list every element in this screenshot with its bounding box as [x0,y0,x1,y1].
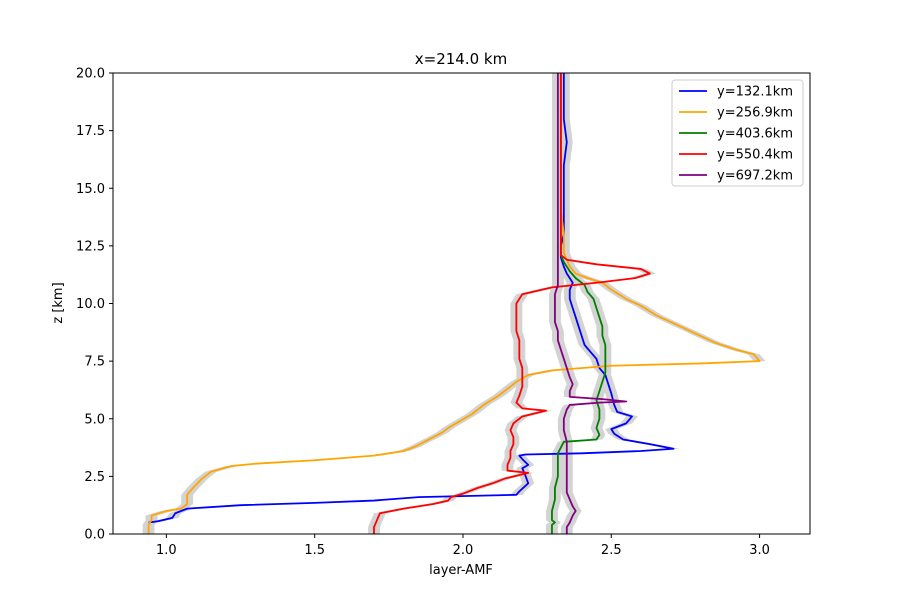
y-tick-label: 10.0 [76,297,105,312]
y-tick-label: 7.5 [84,355,105,370]
series-line-4 [373,73,651,534]
x-tick-label: 1.5 [304,543,325,558]
uncertainty-band-4 [368,73,656,534]
legend: y=132.1km y=256.9km y=403.6km y=550.4km y=69… [671,79,804,187]
series-lines [147,73,761,534]
x-tick-label: 2.0 [453,543,474,558]
y-axis-label: z [km] [51,282,66,323]
uncertainty-band-1 [142,73,680,523]
y-tick-label: 20.0 [76,67,105,82]
y-tick-label: 15.0 [76,182,105,197]
x-tick-label: 3.0 [749,543,770,558]
x-tick-label: 1.0 [156,543,177,558]
series-line-1 [148,73,675,524]
uncertainty-band-5 [548,73,633,534]
y-tick-label: 0.0 [84,528,105,543]
y-tick-label: 5.0 [84,412,105,427]
y-tick-label: 2.5 [84,470,105,485]
y-axis-ticks: 0.0 2.5 5.0 7.5 10.0 12.5 15.0 17.5 20.0 [76,67,113,543]
uncertainty-bands [142,73,766,534]
chart-title: x=214.0 km [415,50,507,68]
x-tick-label: 2.5 [601,543,622,558]
legend-entry: y=132.1km [717,85,793,100]
x-axis-label: layer-AMF [429,563,493,578]
legend-entry: y=256.9km [717,106,793,121]
legend-box [671,79,804,187]
series-line-5 [554,73,628,534]
legend-entry: y=403.6km [717,127,793,142]
uncertainty-band-2 [142,73,766,534]
x-axis-ticks: 1.0 1.5 2.0 2.5 3.0 [156,534,770,558]
y-tick-label: 17.5 [76,124,105,139]
y-tick-label: 12.5 [76,239,105,254]
legend-entry: y=550.4km [717,148,793,163]
legend-entry: y=697.2km [717,169,793,184]
series-line-2 [147,73,761,534]
